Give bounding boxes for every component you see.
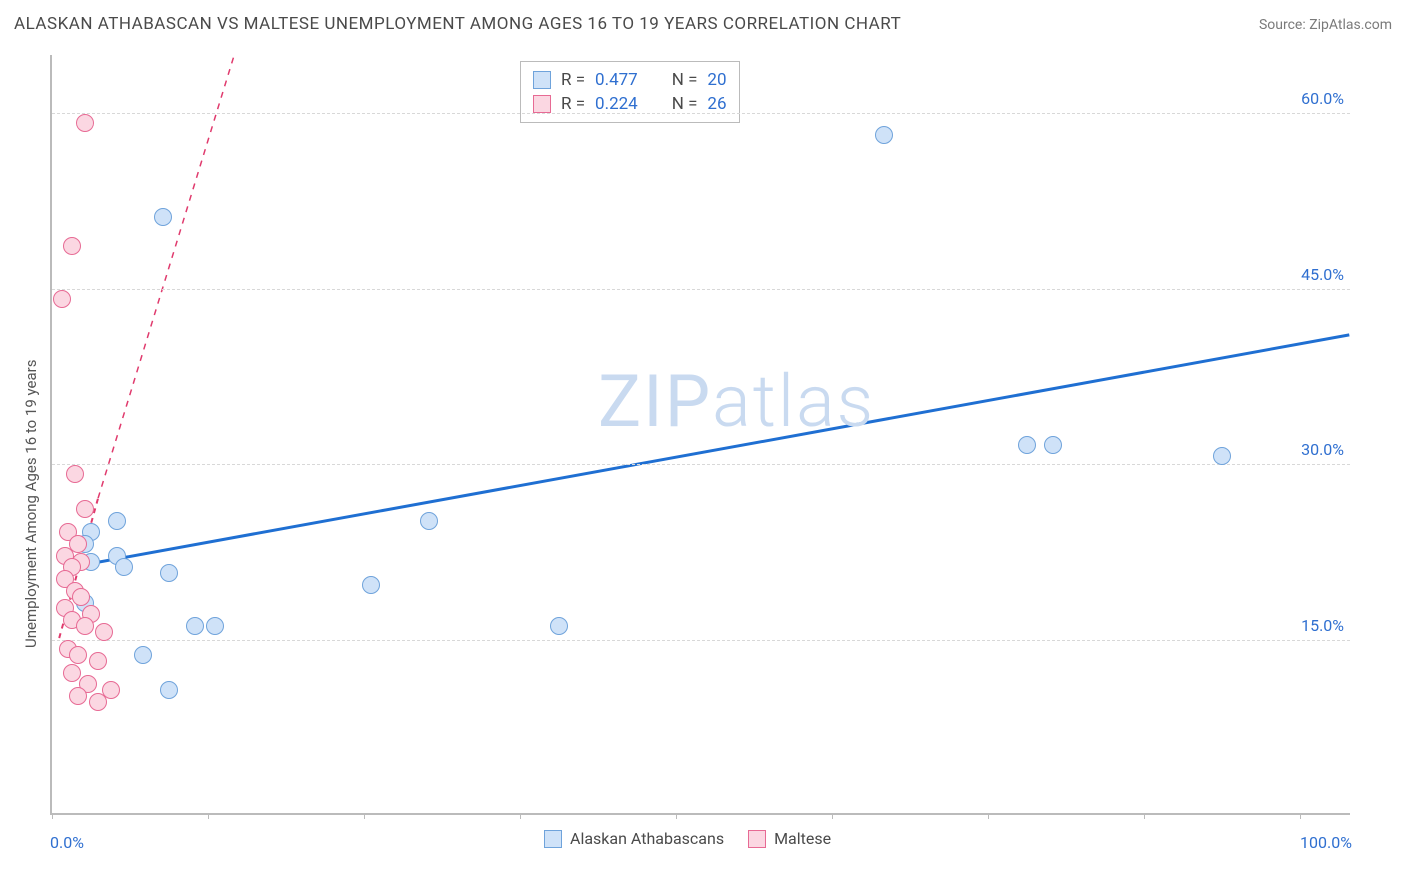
gridline-h — [52, 640, 1350, 641]
gridline-h — [52, 289, 1350, 290]
x-tick — [520, 813, 521, 819]
r-label: R = — [561, 70, 585, 90]
legend-item: Maltese — [748, 829, 831, 848]
y-tick-label: 30.0% — [1301, 440, 1344, 459]
data-point — [154, 208, 172, 226]
data-point — [362, 576, 380, 594]
trend-line — [66, 335, 1350, 568]
trend-line — [98, 55, 234, 498]
data-point — [134, 646, 152, 664]
data-point — [89, 693, 107, 711]
swatch-icon — [544, 830, 562, 848]
data-point — [76, 114, 94, 132]
n-value: 20 — [707, 70, 726, 90]
data-point — [76, 617, 94, 635]
stats-row: R = 0.224 N = 26 — [533, 92, 727, 116]
watermark: ZIPatlas — [598, 359, 875, 444]
y-tick-label: 60.0% — [1301, 89, 1344, 108]
series-legend: Alaskan Athabascans Maltese — [544, 829, 831, 848]
data-point — [115, 558, 133, 576]
data-point — [1213, 447, 1231, 465]
data-point — [1044, 436, 1062, 454]
x-tick — [832, 813, 833, 819]
data-point — [69, 646, 87, 664]
data-point — [69, 687, 87, 705]
data-point — [1018, 436, 1036, 454]
x-tick — [208, 813, 209, 819]
r-value: 0.224 — [595, 94, 638, 114]
data-point — [186, 617, 204, 635]
data-point — [63, 664, 81, 682]
chart-title: ALASKAN ATHABASCAN VS MALTESE UNEMPLOYME… — [14, 14, 901, 34]
swatch-icon — [533, 95, 551, 113]
y-axis-label: Unemployment Among Ages 16 to 19 years — [22, 359, 40, 647]
data-point — [63, 237, 81, 255]
n-label: N = — [672, 70, 698, 90]
legend-item: Alaskan Athabascans — [544, 829, 724, 848]
swatch-icon — [748, 830, 766, 848]
data-point — [89, 652, 107, 670]
gridline-h — [52, 464, 1350, 465]
data-point — [160, 564, 178, 582]
data-point — [108, 512, 126, 530]
x-tick — [676, 813, 677, 819]
plot-area: ZIPatlas R = 0.477N = 20R = 0.224N = 26 … — [50, 55, 1350, 815]
x-tick — [52, 813, 53, 819]
watermark-bold: ZIP — [598, 359, 712, 444]
y-tick-label: 15.0% — [1301, 616, 1344, 635]
data-point — [72, 588, 90, 606]
watermark-thin: atlas — [712, 359, 875, 444]
n-value: 26 — [707, 94, 726, 114]
x-tick-label: 100.0% — [1300, 833, 1352, 852]
stats-row: R = 0.477 N = 20 — [533, 68, 727, 92]
x-tick — [988, 813, 989, 819]
r-value: 0.477 — [595, 70, 638, 90]
x-tick — [1144, 813, 1145, 819]
swatch-icon — [533, 71, 551, 89]
data-point — [420, 512, 438, 530]
legend-label: Maltese — [774, 829, 831, 848]
n-label: N = — [672, 94, 698, 114]
source-label: Source: ZipAtlas.com — [1259, 17, 1392, 33]
data-point — [66, 465, 84, 483]
data-point — [95, 623, 113, 641]
trend-lines-layer — [52, 55, 1350, 813]
data-point — [206, 617, 224, 635]
data-point — [875, 126, 893, 144]
x-tick — [364, 813, 365, 819]
x-tick-label: 0.0% — [50, 833, 84, 852]
legend-label: Alaskan Athabascans — [570, 829, 724, 848]
data-point — [53, 290, 71, 308]
x-tick — [1300, 813, 1301, 819]
y-tick-label: 45.0% — [1301, 265, 1344, 284]
data-point — [550, 617, 568, 635]
data-point — [160, 681, 178, 699]
r-label: R = — [561, 94, 585, 114]
data-point — [76, 500, 94, 518]
gridline-h — [52, 113, 1350, 114]
